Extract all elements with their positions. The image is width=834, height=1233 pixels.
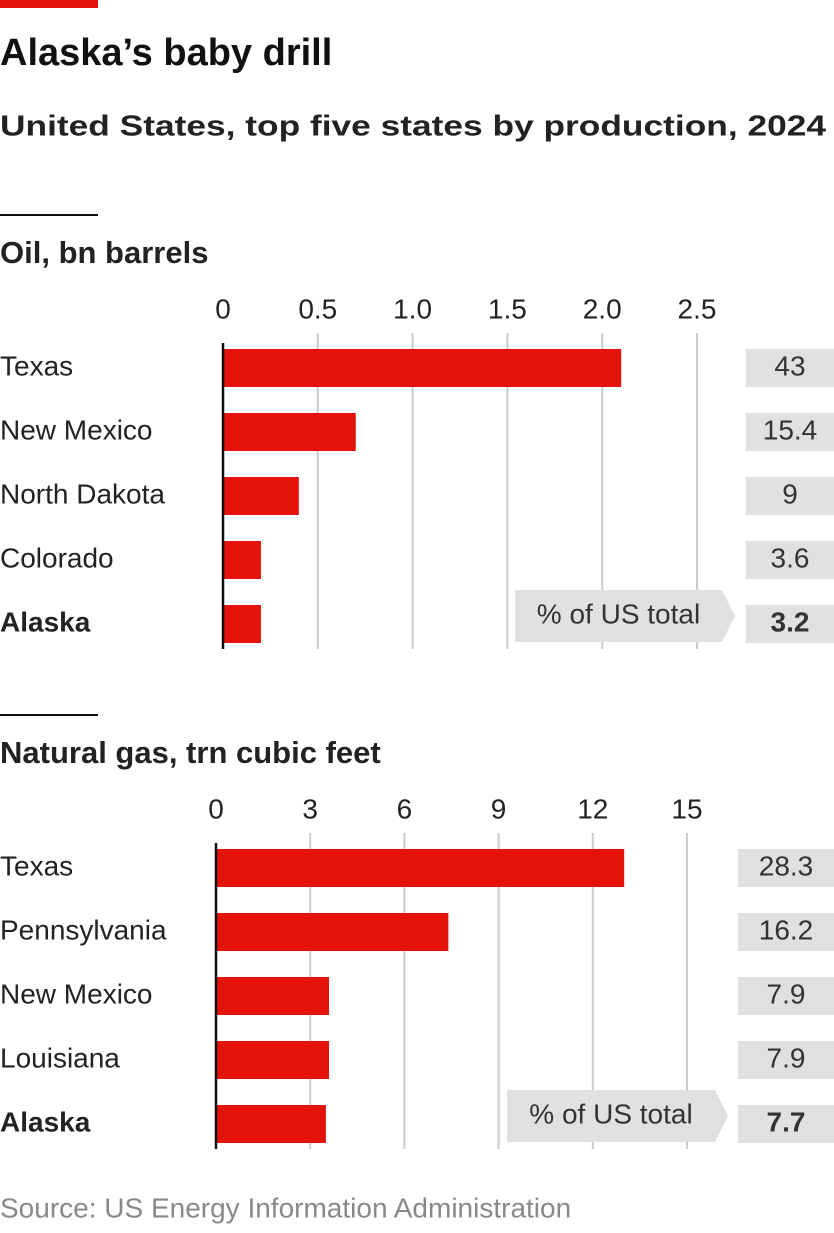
bar (216, 849, 625, 887)
x-tick-label: 0.5 (298, 293, 337, 324)
category-label: Alaska (0, 606, 91, 637)
category-label: New Mexico (0, 414, 152, 445)
share-box (746, 413, 834, 451)
share-value: 9 (782, 478, 798, 509)
bar (223, 605, 261, 643)
share-box (746, 605, 834, 643)
share-label-box (507, 1090, 728, 1142)
share-value: 15.4 (763, 414, 818, 445)
bar (223, 349, 622, 387)
x-tick-label: 1.0 (393, 293, 432, 324)
share-box (746, 349, 834, 387)
category-label: Texas (0, 850, 73, 881)
bar (223, 477, 299, 515)
title: Alaska’s baby drill (0, 32, 332, 74)
bar (223, 541, 261, 579)
subtitle: United States, top five states by produc… (0, 111, 826, 143)
share-box (738, 913, 834, 951)
share-value: 7.9 (767, 1042, 806, 1073)
x-tick-label: 0 (208, 793, 224, 824)
share-box (738, 1041, 834, 1079)
category-label: North Dakota (0, 478, 165, 509)
category-label: Alaska (0, 1106, 91, 1137)
x-tick-label: 15 (671, 793, 702, 824)
x-tick-label: 2.0 (583, 293, 622, 324)
accent-bar (0, 0, 98, 8)
x-tick-label: 1.5 (488, 293, 527, 324)
share-value: 16.2 (759, 914, 814, 945)
share-box (746, 477, 834, 515)
share-value: 3.2 (771, 606, 810, 637)
x-tick-label: 2.5 (678, 293, 717, 324)
share-value: 3.6 (771, 542, 810, 573)
x-tick-label: 0 (215, 293, 231, 324)
share-label: % of US total (529, 1098, 692, 1129)
x-tick-label: 6 (397, 793, 413, 824)
share-label: % of US total (537, 598, 700, 629)
chart-title: Oil, bn barrels (0, 235, 208, 270)
x-tick-label: 12 (577, 793, 608, 824)
share-box (746, 541, 834, 579)
source: Source: US Energy Information Administra… (0, 1192, 571, 1223)
x-tick-label: 9 (491, 793, 507, 824)
share-box (738, 849, 834, 887)
bar (216, 913, 449, 951)
bar (223, 413, 356, 451)
category-label: New Mexico (0, 978, 152, 1009)
category-label: Texas (0, 350, 73, 381)
x-tick-label: 3 (302, 793, 318, 824)
category-label: Colorado (0, 542, 114, 573)
share-value: 43 (774, 350, 805, 381)
bar (216, 1041, 330, 1079)
category-label: Louisiana (0, 1042, 120, 1073)
share-value: 28.3 (759, 850, 814, 881)
share-box (738, 1105, 834, 1143)
bar (216, 977, 330, 1015)
chart-title: Natural gas, trn cubic feet (0, 735, 381, 770)
share-value: 7.7 (767, 1106, 806, 1137)
bar (216, 1105, 326, 1143)
share-value: 7.9 (767, 978, 806, 1009)
share-box (738, 977, 834, 1015)
category-label: Pennsylvania (0, 914, 167, 945)
share-label-box (515, 590, 735, 642)
